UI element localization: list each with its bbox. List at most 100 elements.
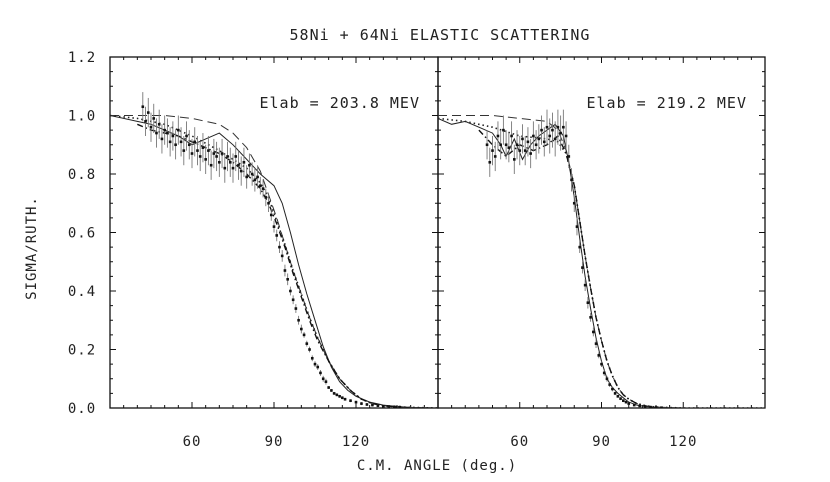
data-point (600, 362, 603, 366)
data-point (540, 128, 543, 132)
data-point (586, 301, 590, 304)
y-tick-label: 0.2 (68, 343, 96, 359)
data-point (643, 405, 647, 408)
data-point (324, 380, 328, 383)
data-point (166, 131, 169, 135)
data-point (179, 140, 183, 144)
data-point (513, 158, 516, 161)
data-point (532, 134, 535, 138)
data-point (583, 283, 587, 287)
x-tick-label: 60 (510, 434, 529, 450)
data-point (294, 307, 298, 310)
data-point (177, 128, 180, 132)
data-point (141, 105, 145, 109)
data-point (190, 152, 194, 155)
data-point (201, 146, 205, 149)
data-point (567, 155, 571, 158)
data-point (237, 163, 240, 167)
data-point (376, 404, 380, 407)
data-point (152, 117, 156, 120)
data-point (499, 143, 502, 147)
data-point (338, 395, 341, 398)
y-tick-label: 0.6 (68, 226, 96, 242)
series-fit-dashed-left (110, 115, 438, 408)
data-point (578, 245, 581, 249)
data-point (504, 143, 508, 147)
data-point (146, 111, 150, 114)
data-point (398, 405, 402, 408)
data-point (264, 196, 268, 199)
data-point (305, 342, 309, 345)
data-point (387, 405, 391, 408)
data-point (551, 128, 554, 132)
data-point (496, 134, 500, 138)
data-point (319, 371, 322, 375)
series-group-left (110, 92, 438, 408)
data-point (341, 396, 344, 400)
data-point (144, 120, 147, 123)
data-point (632, 403, 636, 407)
data-point (556, 125, 560, 129)
data-point (212, 152, 216, 155)
data-point (256, 175, 259, 179)
data-point (619, 397, 622, 400)
data-point (335, 393, 339, 397)
data-point (518, 149, 522, 152)
y-tick-label: 1.2 (68, 50, 96, 66)
data-point (280, 254, 284, 258)
data-point (204, 158, 207, 161)
data-point (548, 134, 552, 138)
data-point (545, 125, 549, 129)
data-point (193, 140, 197, 144)
data-point (392, 405, 396, 408)
data-point (185, 134, 188, 138)
x-tick-label: 90 (265, 434, 284, 450)
data-point (485, 143, 489, 147)
data-point (605, 377, 609, 381)
data-point (660, 406, 663, 408)
data-point (521, 137, 524, 141)
data-point (597, 354, 601, 357)
series-fit-dotted-left (110, 114, 438, 408)
y-tick-label: 0.8 (68, 167, 96, 183)
data-point (365, 403, 369, 406)
data-point (564, 134, 568, 138)
data-point (286, 278, 289, 281)
data-point (283, 269, 287, 272)
data-point (302, 333, 306, 337)
y-tick-label: 1.0 (68, 109, 96, 125)
x-tick-label: 120 (342, 434, 370, 450)
data-point (157, 122, 161, 126)
series-fit-solid-right (438, 117, 765, 408)
data-point (616, 395, 620, 398)
data-point (220, 152, 224, 155)
data-point (297, 318, 300, 322)
data-point (310, 356, 314, 360)
data-point (491, 149, 494, 152)
y-axis-label: SIGMA/RUTH. (24, 196, 40, 300)
data-point (174, 143, 177, 147)
data-point (242, 161, 246, 164)
data-point (649, 405, 652, 408)
data-point (275, 234, 279, 237)
data-point (529, 152, 532, 155)
data-point (622, 399, 625, 402)
data-point (313, 362, 317, 366)
series-fit-solid-left (110, 115, 438, 408)
data-point (602, 371, 606, 375)
data-point (261, 187, 265, 190)
y-tick-label: 0.4 (68, 284, 96, 300)
data-point (343, 397, 347, 401)
data-point (581, 266, 584, 269)
data-point (234, 155, 238, 158)
data-point (354, 400, 358, 404)
data-point (253, 178, 257, 182)
data-point (187, 143, 191, 147)
panel-right: 60 90 120 Elab = 219.2 MEV (437, 56, 766, 450)
data-point (493, 155, 497, 158)
data-point (570, 178, 573, 182)
data-point (207, 149, 210, 152)
data-point (171, 134, 175, 138)
data-point (250, 172, 254, 176)
